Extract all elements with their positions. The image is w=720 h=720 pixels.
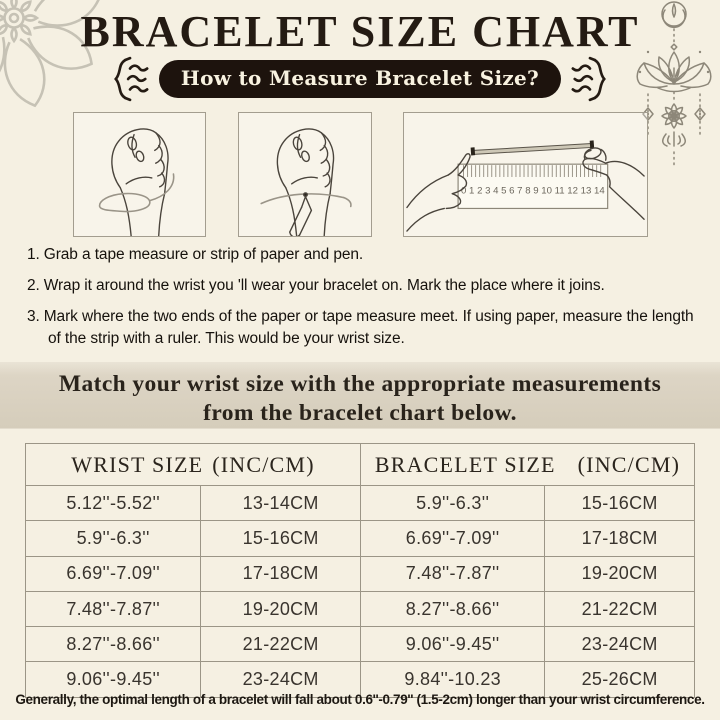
size-table-header: WRIST SIZE (INC/CM) BRACELET SIZE (INC/C… xyxy=(26,444,694,486)
right-hand xyxy=(582,147,645,220)
table-cell: 21-22CM xyxy=(544,591,694,627)
hand-pen-illustration xyxy=(260,128,352,236)
footer-note: Generally, the optimal length of a brace… xyxy=(15,692,705,707)
wrist-size-label: WRIST SIZE xyxy=(71,451,204,477)
step-number: 3. xyxy=(27,308,40,325)
step-number: 2. xyxy=(27,277,40,294)
table-cell: 19-20CM xyxy=(544,556,694,591)
table-cell: 9.06''-9.45'' xyxy=(66,669,161,690)
table-cell: 21-22CM xyxy=(200,627,360,662)
table-cell: 8.27''-8.66'' xyxy=(66,633,161,654)
table-row: 5.12''-5.52'' 13-14CM 5.9''-6.3'' 15-16C… xyxy=(26,486,694,521)
illustration-ruler: 0 1 2 3 4 5 6 7 8 9 10 11 12 13 14 xyxy=(403,112,648,237)
table-cell: 23-24CM xyxy=(200,662,360,697)
table-cell: 13-14CM xyxy=(200,486,360,521)
table-cell: 17-18CM xyxy=(544,521,694,556)
bracelet-size-unit: (INC/CM) xyxy=(577,451,681,477)
wrist-size-header: WRIST SIZE (INC/CM) xyxy=(26,444,360,485)
bracelet-size-header: BRACELET SIZE (INC/CM) xyxy=(360,444,694,485)
table-cell: 5.9''-6.3'' xyxy=(359,486,544,521)
table-cell: 7.48''-7.87'' xyxy=(359,556,544,591)
banner-line-1: Match your wrist size with the appropria… xyxy=(58,371,662,397)
size-table: WRIST SIZE (INC/CM) BRACELET SIZE (INC/C… xyxy=(25,443,695,698)
illustration-mark-pen xyxy=(238,112,372,237)
how-to-measure-badge: How to Measure Bracelet Size? xyxy=(158,60,562,98)
left-hand xyxy=(406,153,471,232)
table-cell: 6.69''-7.09'' xyxy=(359,521,544,556)
table-row: 6.69''-7.09'' 17-18CM 7.48''-7.87'' 19-2… xyxy=(26,555,694,591)
table-cell: 19-20CM xyxy=(200,591,360,627)
step-text: Grab a tape measure or strip of paper an… xyxy=(43,246,364,263)
table-row: 8.27''-8.66'' 21-22CM 9.06''-9.45'' 23-2… xyxy=(26,626,694,662)
flourish-right-icon xyxy=(571,56,607,102)
flourish-left-icon xyxy=(113,56,149,102)
table-cell: 7.48''-7.87'' xyxy=(66,598,161,619)
match-banner: Match your wrist size with the appropria… xyxy=(0,362,720,429)
instruction-step-3: 3. Mark where the two ends of the paper o… xyxy=(27,306,698,350)
instructions-list: 1. Grab a tape measure or strip of paper … xyxy=(27,244,698,359)
table-row: 9.06''-9.45'' 23-24CM 9.84''-10.23 25-26… xyxy=(26,661,694,697)
ruler-numbers: 0 1 2 3 4 5 6 7 8 9 10 11 12 13 14 xyxy=(461,186,605,196)
illustration-wrap-tape xyxy=(73,112,206,237)
table-cell: 5.12''-5.52'' xyxy=(66,492,161,513)
table-cell: 5.9''-6.3'' xyxy=(76,527,150,548)
instruction-step-2: 2. Wrap it around the wrist you 'll wear … xyxy=(27,275,698,297)
how-to-measure-row: How to Measure Bracelet Size? xyxy=(0,56,720,102)
page-title: BRACELET SIZE CHART xyxy=(80,7,640,56)
table-cell: 15-16CM xyxy=(544,486,694,521)
step-number: 1. xyxy=(27,246,40,263)
wrist-size-unit: (INC/CM) xyxy=(212,451,315,477)
ruler-body xyxy=(457,163,609,210)
banner-line-2: from the bracelet chart below. xyxy=(203,399,517,426)
table-cell: 25-26CM xyxy=(544,662,694,697)
step-text: Mark where the two ends of the paper or … xyxy=(43,308,694,347)
hand-tape-illustration xyxy=(98,128,175,236)
table-cell: 9.06''-9.45'' xyxy=(359,627,544,662)
table-cell: 6.69''-7.09'' xyxy=(66,563,161,584)
bracelet-size-label: BRACELET SIZE xyxy=(374,451,556,477)
instruction-step-1: 1. Grab a tape measure or strip of paper … xyxy=(27,244,698,266)
table-cell: 9.84''-10.23 xyxy=(359,662,544,697)
table-cell: 8.27''-8.66'' xyxy=(359,591,544,627)
table-cell: 15-16CM xyxy=(200,521,360,556)
table-row: 7.48''-7.87'' 19-20CM 8.27''-8.66'' 21-2… xyxy=(26,590,694,627)
table-cell: 23-24CM xyxy=(544,627,694,662)
table-row: 5.9''-6.3'' 15-16CM 6.69''-7.09'' 17-18C… xyxy=(26,520,694,556)
step-text: Wrap it around the wrist you 'll wear yo… xyxy=(43,277,605,294)
table-cell: 17-18CM xyxy=(200,556,360,591)
paper-strip xyxy=(473,143,593,155)
ruler-illustration: 0 1 2 3 4 5 6 7 8 9 10 11 12 13 14 xyxy=(406,140,645,232)
